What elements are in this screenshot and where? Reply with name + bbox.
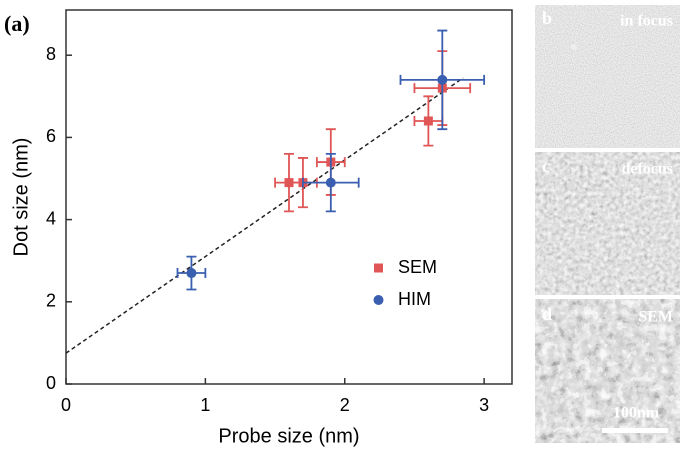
y-tick-label: 2 xyxy=(46,291,56,311)
image-panel xyxy=(535,152,680,295)
y-tick-label: 0 xyxy=(46,373,56,393)
image-caption: SEM xyxy=(638,309,673,326)
x-tick-label: 2 xyxy=(340,395,350,415)
x-tick-label: 3 xyxy=(479,395,489,415)
y-tick-label: 8 xyxy=(46,44,56,64)
scale-bar-label: 100nm xyxy=(613,405,660,422)
point xyxy=(186,268,197,279)
panel-label: (a) xyxy=(4,11,30,36)
x-tick-label: 1 xyxy=(200,395,210,415)
image-label: d xyxy=(542,304,552,324)
plot-frame xyxy=(65,9,513,385)
legend-marker xyxy=(374,263,383,273)
image-feature xyxy=(567,182,575,190)
y-tick-label: 6 xyxy=(46,126,56,146)
point xyxy=(437,74,448,85)
image-panel xyxy=(535,5,680,148)
image-label: b xyxy=(542,8,552,28)
y-tick-label: 4 xyxy=(46,208,56,228)
point xyxy=(325,177,336,188)
y-axis-label: Dot size (nm) xyxy=(10,138,32,257)
image-panel xyxy=(535,299,680,443)
image-feature xyxy=(571,44,577,50)
legend-marker xyxy=(373,295,384,305)
image-caption: defocus xyxy=(621,161,673,178)
legend-label: HIM xyxy=(398,289,431,309)
scale-bar xyxy=(602,428,668,433)
legend-label: SEM xyxy=(398,257,437,277)
fit-line xyxy=(65,77,464,354)
point xyxy=(423,116,433,126)
image-caption: in focus xyxy=(620,13,673,30)
image-label: c xyxy=(542,156,550,176)
x-axis-label: Probe size (nm) xyxy=(218,425,359,447)
x-tick-label: 0 xyxy=(61,395,71,415)
